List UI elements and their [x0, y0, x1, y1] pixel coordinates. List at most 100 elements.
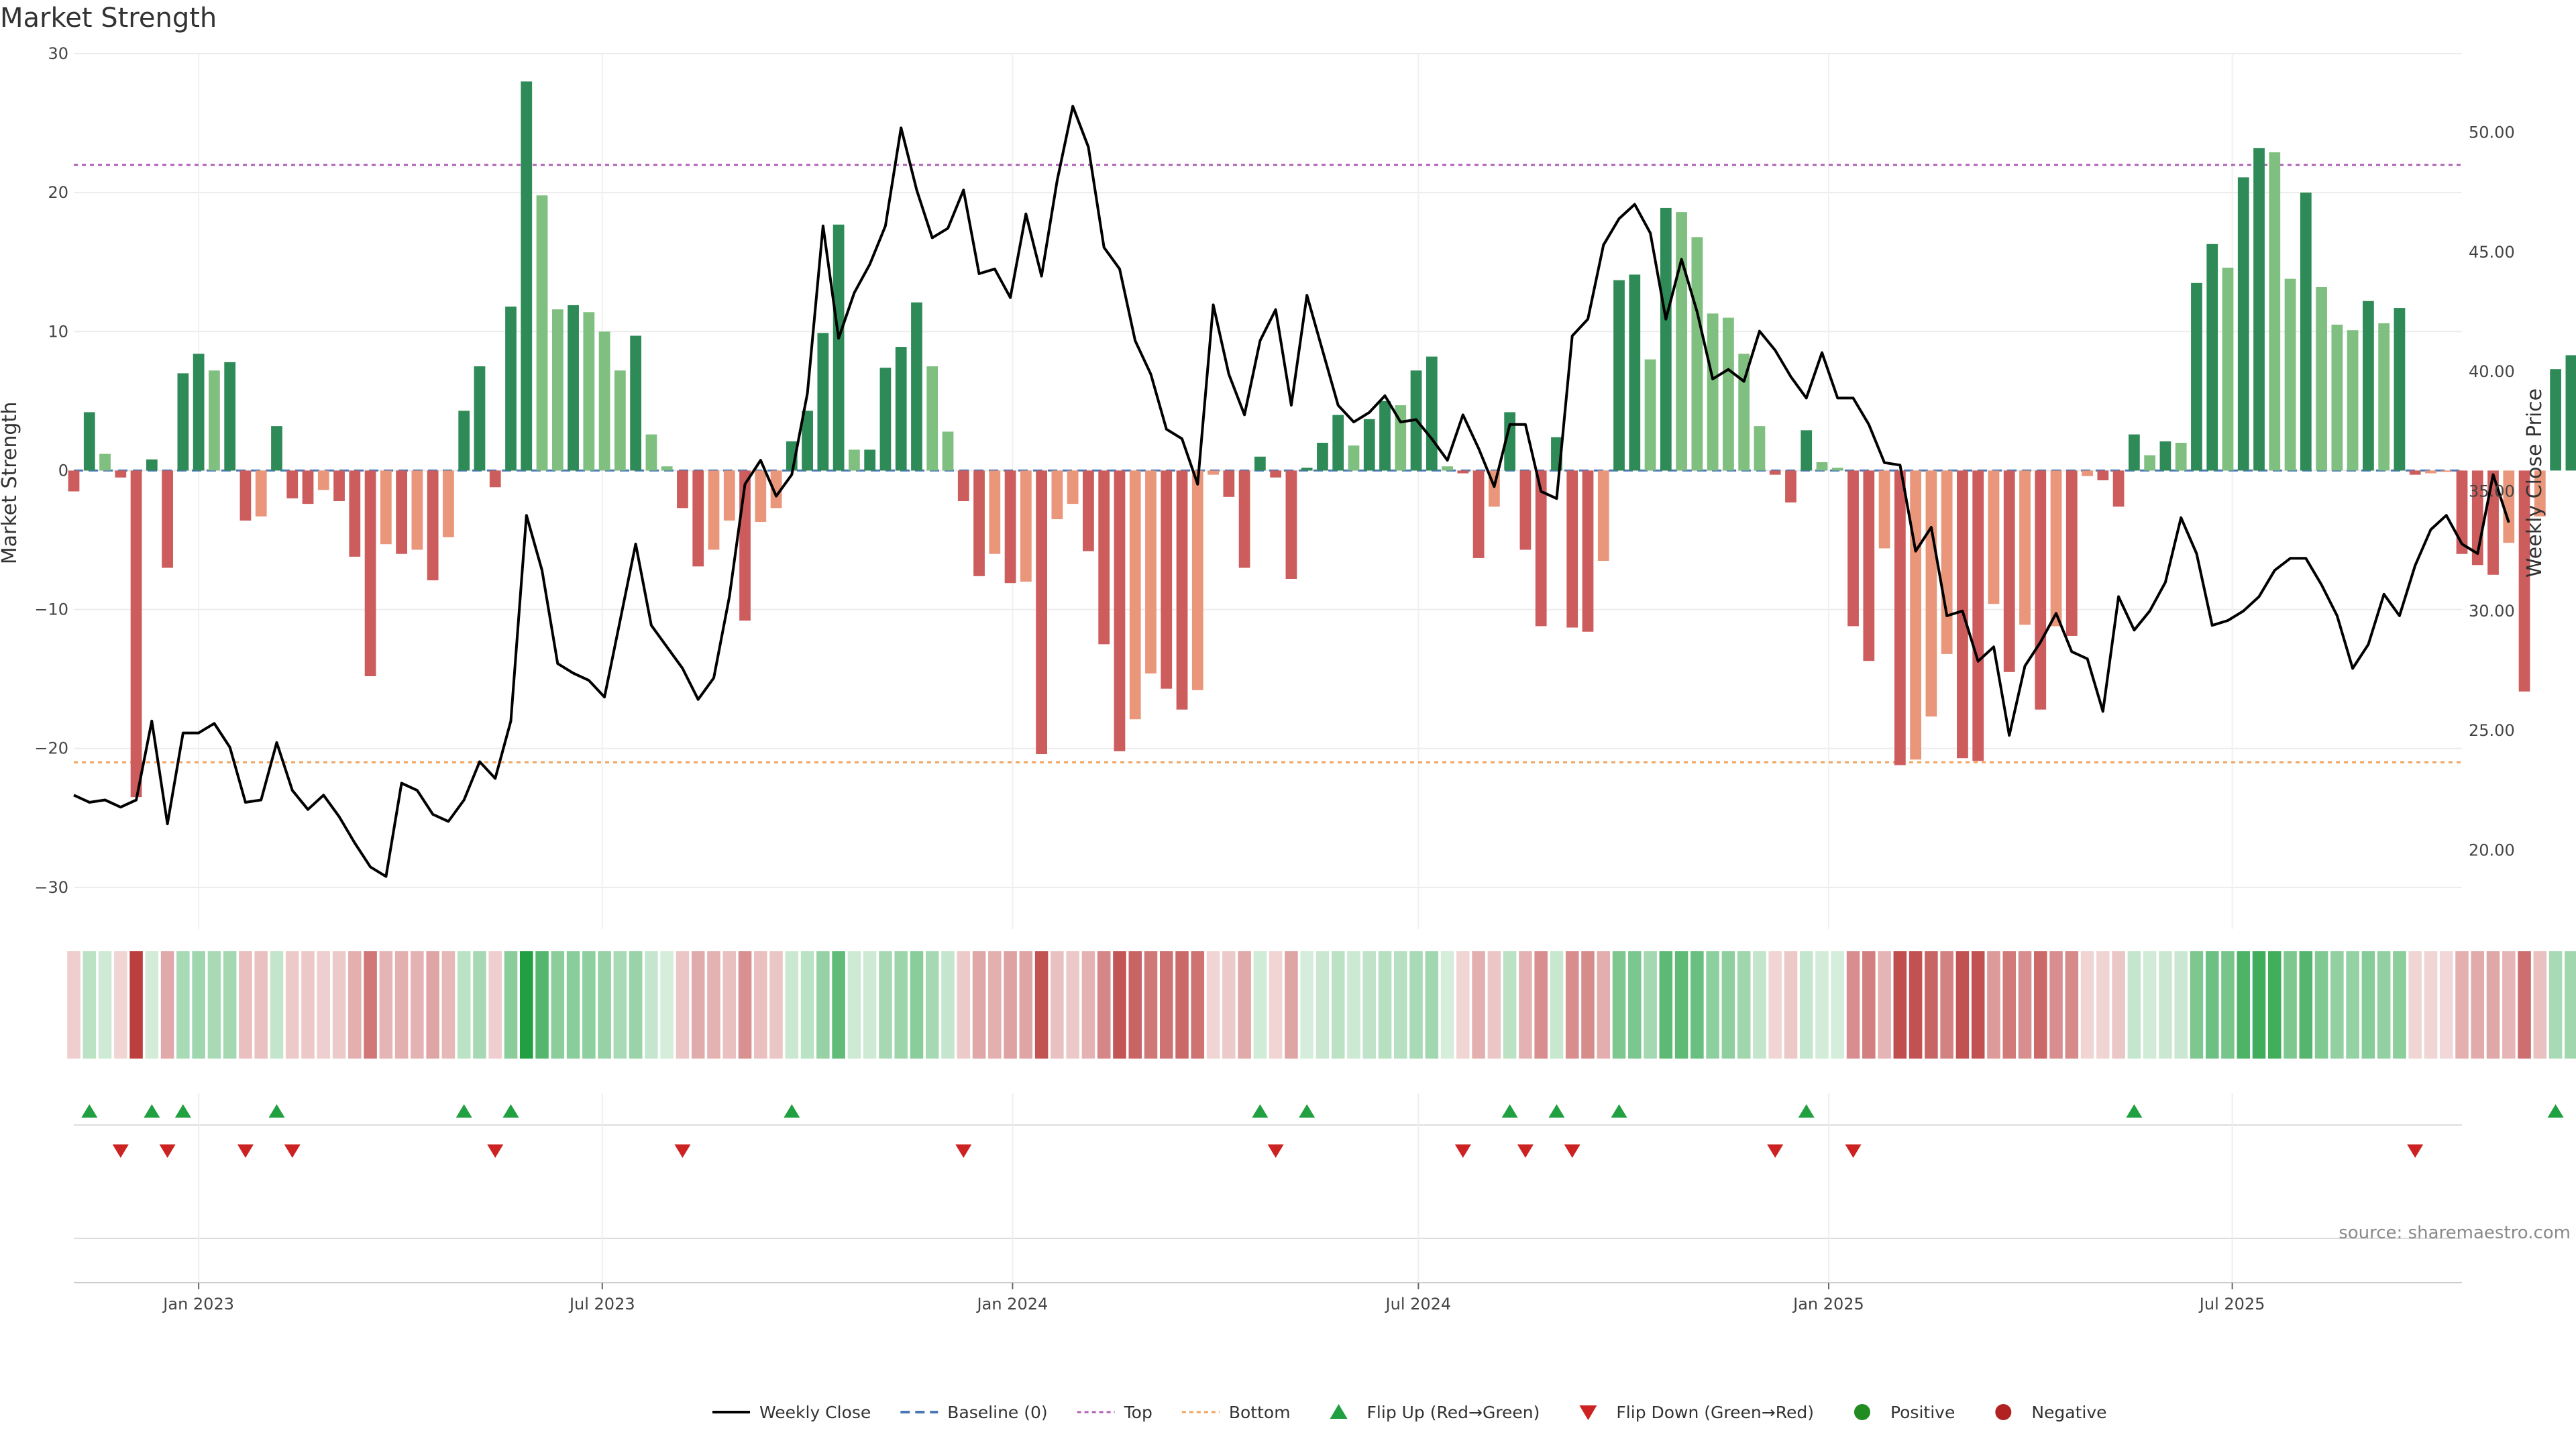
- flip-up-marker: [502, 1104, 519, 1118]
- y-tick-label: 0: [58, 461, 68, 480]
- strength-bar: [2144, 455, 2156, 471]
- heat-cell: [754, 951, 767, 1059]
- flip-down-marker: [1564, 1144, 1580, 1158]
- heat-cell: [879, 951, 892, 1059]
- flip-up-marker: [174, 1104, 191, 1118]
- heat-cell: [2314, 951, 2328, 1059]
- heat-cell: [160, 951, 174, 1059]
- legend-label: Negative: [2031, 1403, 2106, 1422]
- heat-cell: [2112, 951, 2125, 1059]
- heat-cell: [925, 951, 939, 1059]
- strength-bar: [1801, 430, 1813, 471]
- heat-cell: [957, 951, 971, 1059]
- heat-cell: [1909, 951, 1923, 1059]
- legend-triangle-down-icon: [1579, 1405, 1597, 1420]
- flip-up-marker: [2126, 1104, 2143, 1118]
- strength-bar: [1332, 415, 1344, 471]
- reference-lines: [74, 164, 2462, 763]
- strength-bar: [2050, 470, 2062, 627]
- heat-cell: [1331, 951, 1345, 1059]
- heat-cell: [1550, 951, 1564, 1059]
- strength-bar: [2191, 282, 2202, 471]
- strength-bar: [1785, 470, 1796, 503]
- heat-cell: [1799, 951, 1813, 1059]
- heat-cell: [426, 951, 439, 1059]
- heat-cell: [1487, 951, 1501, 1059]
- heat-cell: [504, 951, 518, 1059]
- strength-bar: [1129, 470, 1141, 720]
- y-axis-left: 30 20 10 0 −10 −20 −30: [34, 44, 68, 897]
- strength-bar: [1816, 462, 1828, 471]
- strength-bar: [1769, 470, 1781, 475]
- x-tick-label: Jan 2025: [1792, 1295, 1864, 1313]
- heat-cell: [1737, 951, 1751, 1059]
- heat-cell: [2393, 951, 2406, 1059]
- legend-label: Flip Up (Red→Green): [1367, 1403, 1540, 1422]
- heat-cell: [660, 951, 674, 1059]
- x-axis: Jan 2023 Jul 2023 Jan 2024 Jul 2024 Jan 2025…: [162, 1283, 2265, 1313]
- heat-cell: [1721, 951, 1735, 1059]
- heat-cell: [1097, 951, 1111, 1059]
- heat-cell: [332, 951, 346, 1059]
- flip-down-marker: [955, 1144, 972, 1158]
- strength-bar: [614, 370, 626, 471]
- y2-tick-label: 45.00: [2469, 243, 2515, 262]
- heat-cell: [1394, 951, 1407, 1059]
- flip-down-marker: [674, 1144, 691, 1158]
- strength-bar: [1051, 470, 1063, 519]
- grid-lines: [74, 53, 2462, 929]
- strength-bar: [1426, 356, 1438, 471]
- strength-bar: [302, 470, 314, 504]
- strength-bar: [661, 466, 673, 471]
- heat-cell: [2299, 951, 2313, 1059]
- legend-item: Weekly Close: [712, 1403, 871, 1422]
- strength-bar: [2222, 268, 2234, 471]
- strength-bar: [349, 470, 361, 557]
- heat-cell: [613, 951, 627, 1059]
- strength-bar: [1285, 470, 1297, 579]
- strength-bar: [1348, 445, 1360, 471]
- strength-bar: [224, 362, 236, 471]
- strength-bar: [2128, 434, 2140, 471]
- heat-cell: [2205, 951, 2219, 1059]
- strength-bar: [2331, 324, 2343, 471]
- strength-bar: [2363, 301, 2374, 471]
- x-tick-label: Jan 2023: [162, 1295, 234, 1313]
- heat-cell: [223, 951, 237, 1059]
- heat-cell: [1206, 951, 1220, 1059]
- heat-cell: [2330, 951, 2344, 1059]
- strength-bar: [2378, 323, 2390, 471]
- heat-cell: [441, 951, 455, 1059]
- strength-bar: [1629, 274, 1641, 471]
- strength-bar: [2425, 470, 2436, 474]
- strength-bar: [630, 335, 642, 471]
- strength-bar: [427, 470, 439, 581]
- strength-bar: [2565, 355, 2576, 471]
- strength-bar: [1831, 468, 1843, 471]
- strength-bar: [1036, 470, 1047, 754]
- flip-markers: [74, 1093, 2564, 1283]
- flip-up-marker: [784, 1104, 800, 1118]
- y-tick-label: 20: [48, 183, 68, 202]
- heat-cell: [2174, 951, 2188, 1059]
- heat-cell: [1034, 951, 1049, 1059]
- flip-down-marker: [1454, 1144, 1471, 1158]
- heat-cell: [566, 951, 580, 1059]
- heat-cell: [2049, 951, 2063, 1059]
- strength-bar: [1972, 470, 1984, 761]
- heat-cell: [2502, 951, 2516, 1059]
- x-tick-label: Jul 2023: [568, 1295, 635, 1313]
- heat-cell: [2237, 951, 2251, 1059]
- legend-item: Top: [1077, 1403, 1152, 1422]
- heat-cell: [1784, 951, 1798, 1059]
- heat-cell: [847, 951, 861, 1059]
- strength-bar: [333, 470, 345, 501]
- strength-bar: [458, 411, 470, 471]
- heat-cell: [535, 951, 549, 1059]
- strength-bar: [1988, 470, 2000, 604]
- heat-cell: [2361, 951, 2375, 1059]
- flip-down-marker: [112, 1144, 129, 1158]
- legend: Weekly Close Baseline (0) Top Bottom Flip Up…: [712, 1403, 2107, 1422]
- heat-cell: [364, 951, 377, 1059]
